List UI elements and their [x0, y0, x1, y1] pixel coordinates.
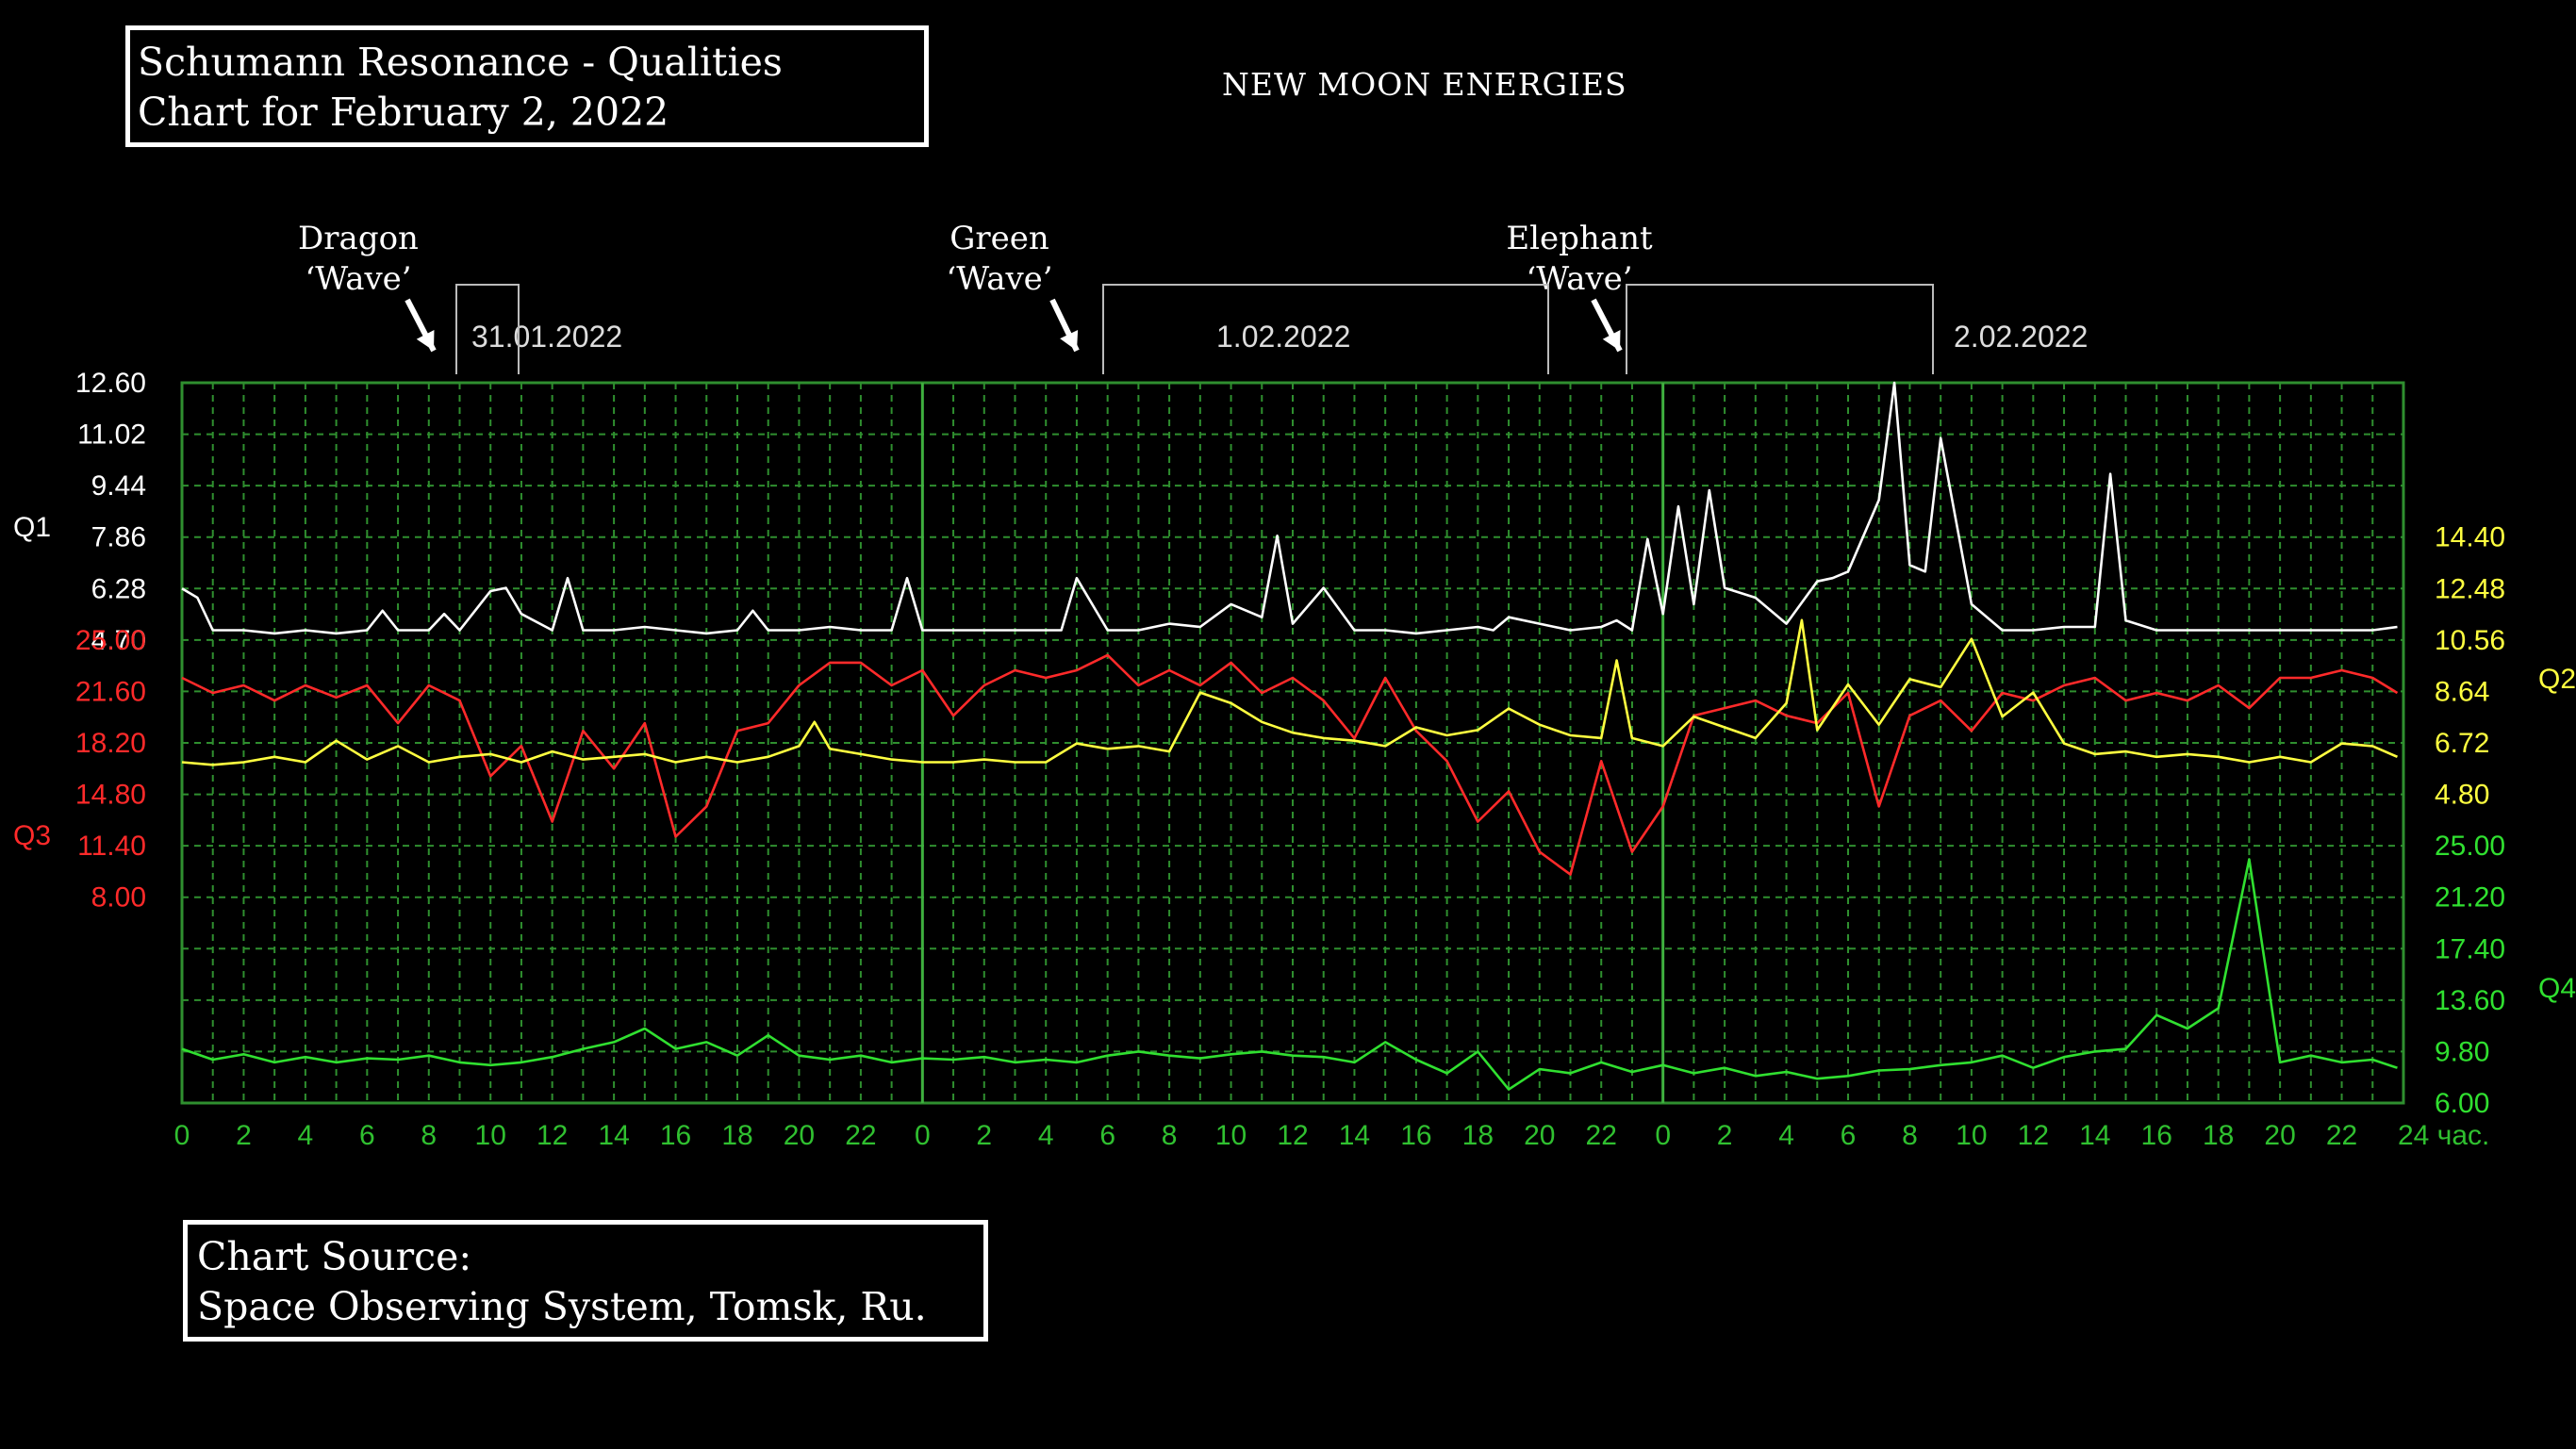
x-tick-label: 0	[915, 1120, 931, 1151]
x-tick-label: 20	[1524, 1120, 1555, 1151]
x-tick-label: 14	[598, 1120, 629, 1151]
x-tick-label: 18	[1462, 1120, 1494, 1151]
series-line-q1	[181, 381, 2398, 635]
x-tick-label: 6	[1841, 1120, 1857, 1151]
chart-title-line1: Schumann Resonance - Qualities	[138, 40, 783, 85]
chart-source-line2: Space Observing System, Tomsk, Ru.	[197, 1284, 927, 1329]
q1-tick-label: 4.70	[91, 625, 146, 656]
annotation-elephant-line2: ‘Wave’	[1526, 260, 1633, 298]
annotation-arrowhead	[1060, 330, 1079, 351]
q3-tick-label: 11.40	[77, 831, 146, 862]
x-tick-label: 4	[298, 1120, 314, 1151]
x-tick-label: 2	[236, 1120, 252, 1151]
annotation-elephant-wave: Elephant ‘Wave’	[1476, 219, 1683, 300]
annotation-arrowhead	[1602, 330, 1621, 351]
q2-tick-label: 6.72	[2435, 728, 2489, 759]
chart-title-box: Schumann Resonance - Qualities Chart for…	[125, 25, 929, 147]
x-tick-label: 18	[721, 1120, 752, 1151]
x-tick-label: 2	[976, 1120, 992, 1151]
x-tick-label: 8	[1902, 1120, 1918, 1151]
x-tick-label: 22	[1586, 1120, 1617, 1151]
x-tick-label: 12	[537, 1120, 568, 1151]
x-tick-label: 10	[1956, 1120, 1987, 1151]
annotation-green-line1: Green	[949, 220, 1049, 257]
q4-axis-name: Q4	[2538, 973, 2576, 1004]
q1-tick-label: 7.86	[91, 522, 146, 553]
x-tick-label: 16	[1400, 1120, 1431, 1151]
q4-tick-label: 6.00	[2435, 1088, 2489, 1119]
q2-tick-label: 10.56	[2435, 625, 2505, 656]
q2-tick-label: 12.48	[2435, 573, 2505, 604]
x-tick-label: 22	[845, 1120, 876, 1151]
x-tick-label: 6	[1099, 1120, 1115, 1151]
x-tick-label: 12	[2018, 1120, 2049, 1151]
chart-source-line1: Chart Source:	[197, 1234, 472, 1279]
series-line-q4	[181, 858, 2398, 1091]
x-tick-label: 12	[1277, 1120, 1308, 1151]
date-bracket	[455, 284, 520, 374]
q1-axis-name: Q1	[13, 512, 51, 543]
series-line-q2	[181, 618, 2399, 766]
x-tick-label: 14	[1339, 1120, 1370, 1151]
annotation-dragon-wave: Dragon ‘Wave’	[255, 219, 462, 300]
x-tick-label: 20	[2264, 1120, 2295, 1151]
x-tick-label: 8	[1162, 1120, 1178, 1151]
q2-tick-label: 14.40	[2435, 522, 2505, 553]
x-tick-label: 10	[475, 1120, 506, 1151]
x-tick-label: 6	[359, 1120, 375, 1151]
q4-tick-label: 21.20	[2435, 882, 2505, 914]
annotation-dragon-line2: ‘Wave’	[305, 260, 412, 298]
x-tick-label: 20	[784, 1120, 815, 1151]
q1-tick-label: 9.44	[91, 470, 146, 502]
x-tick-label: 4	[1778, 1120, 1794, 1151]
q4-tick-label: 25.00	[2435, 831, 2505, 862]
x-tick-label: 18	[2203, 1120, 2234, 1151]
annotation-elephant-line1: Elephant	[1506, 220, 1653, 257]
x-tick-label: 4	[1038, 1120, 1054, 1151]
x-tick-label: 16	[660, 1120, 691, 1151]
q2-axis-name: Q2	[2538, 664, 2576, 695]
q1-tick-label: 12.60	[75, 368, 146, 399]
x-tick-label: 24 час.	[2398, 1120, 2489, 1151]
annotation-green-wave: Green ‘Wave’	[896, 219, 1103, 300]
q2-tick-label: 4.80	[2435, 780, 2489, 811]
q4-tick-label: 9.80	[2435, 1036, 2489, 1067]
q1-tick-label: 6.28	[91, 573, 146, 604]
q3-tick-label: 8.00	[91, 882, 146, 914]
x-tick-label: 22	[2326, 1120, 2357, 1151]
x-tick-label: 16	[2141, 1120, 2172, 1151]
x-tick-label: 10	[1215, 1120, 1247, 1151]
date-label: 31.01.2022	[471, 320, 622, 354]
x-tick-label: 14	[2079, 1120, 2110, 1151]
q4-tick-label: 13.60	[2435, 985, 2505, 1016]
date-bracket	[1626, 284, 1934, 374]
q4-tick-label: 17.40	[2435, 933, 2505, 964]
chart-source-box: Chart Source: Space Observing System, To…	[183, 1220, 988, 1342]
q3-tick-label: 18.20	[75, 728, 146, 759]
x-tick-label: 0	[174, 1120, 190, 1151]
x-tick-label: 2	[1717, 1120, 1733, 1151]
q3-tick-label: 21.60	[75, 676, 146, 707]
q3-tick-label: 14.80	[75, 780, 146, 811]
x-tick-label: 8	[421, 1120, 437, 1151]
series-line-q3	[181, 653, 2399, 876]
annotation-green-line2: ‘Wave’	[946, 260, 1053, 298]
chart-title-line2: Chart for February 2, 2022	[138, 90, 669, 135]
q1-tick-label: 11.02	[77, 420, 146, 451]
q2-tick-label: 8.64	[2435, 676, 2489, 707]
chart-subtitle: NEW MOON ENERGIES	[1222, 66, 1627, 103]
q3-tick-label: 25.00	[75, 625, 146, 656]
date-label: 2.02.2022	[1954, 320, 2088, 354]
x-tick-label: 0	[1655, 1120, 1671, 1151]
date-bracket	[1102, 284, 1549, 374]
annotation-arrowhead	[416, 330, 435, 351]
annotation-dragon-line1: Dragon	[298, 220, 419, 257]
q3-axis-name: Q3	[13, 820, 51, 851]
date-label: 1.02.2022	[1216, 320, 1350, 354]
